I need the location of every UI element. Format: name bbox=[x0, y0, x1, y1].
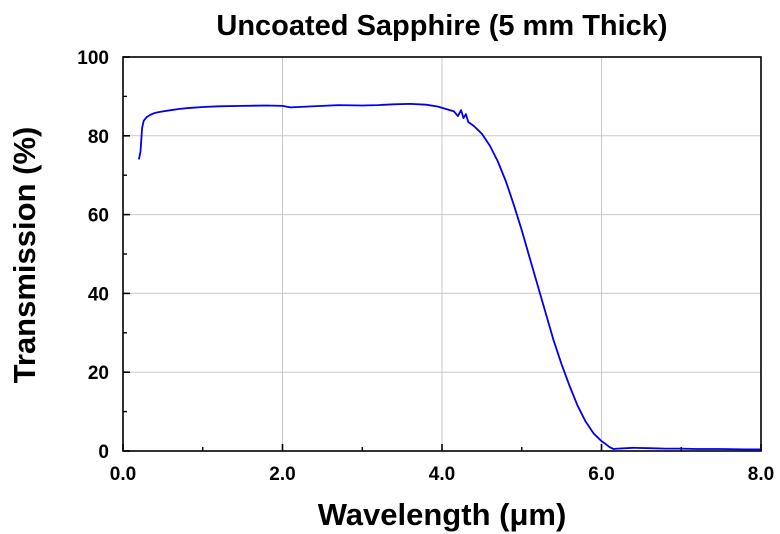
y-tick-label: 60 bbox=[88, 206, 109, 227]
series-layer bbox=[138, 103, 761, 451]
ticks: 0.0 2.0 4.0 6.0 8.0 0 20 40 60 80 100 bbox=[77, 48, 774, 485]
x-tick-label: 4.0 bbox=[429, 464, 455, 485]
chart-title: Uncoated Sapphire (5 mm Thick) bbox=[216, 10, 667, 42]
x-tick-label: 8.0 bbox=[748, 464, 774, 485]
y-tick-label: 80 bbox=[88, 127, 109, 148]
x-tick-label: 0.0 bbox=[110, 464, 136, 485]
y-tick-label: 0 bbox=[98, 442, 109, 463]
y-axis-title: Transmission (%) bbox=[7, 127, 42, 384]
x-axis-title: Wavelength (μm) bbox=[318, 497, 567, 532]
x-tick-label: 2.0 bbox=[269, 464, 295, 485]
grid bbox=[123, 57, 761, 451]
y-tick-label: 100 bbox=[77, 48, 109, 69]
transmission-line bbox=[138, 103, 761, 451]
y-tick-label: 20 bbox=[88, 363, 109, 384]
y-tick-label: 40 bbox=[88, 284, 109, 305]
x-tick-label: 6.0 bbox=[588, 464, 614, 485]
